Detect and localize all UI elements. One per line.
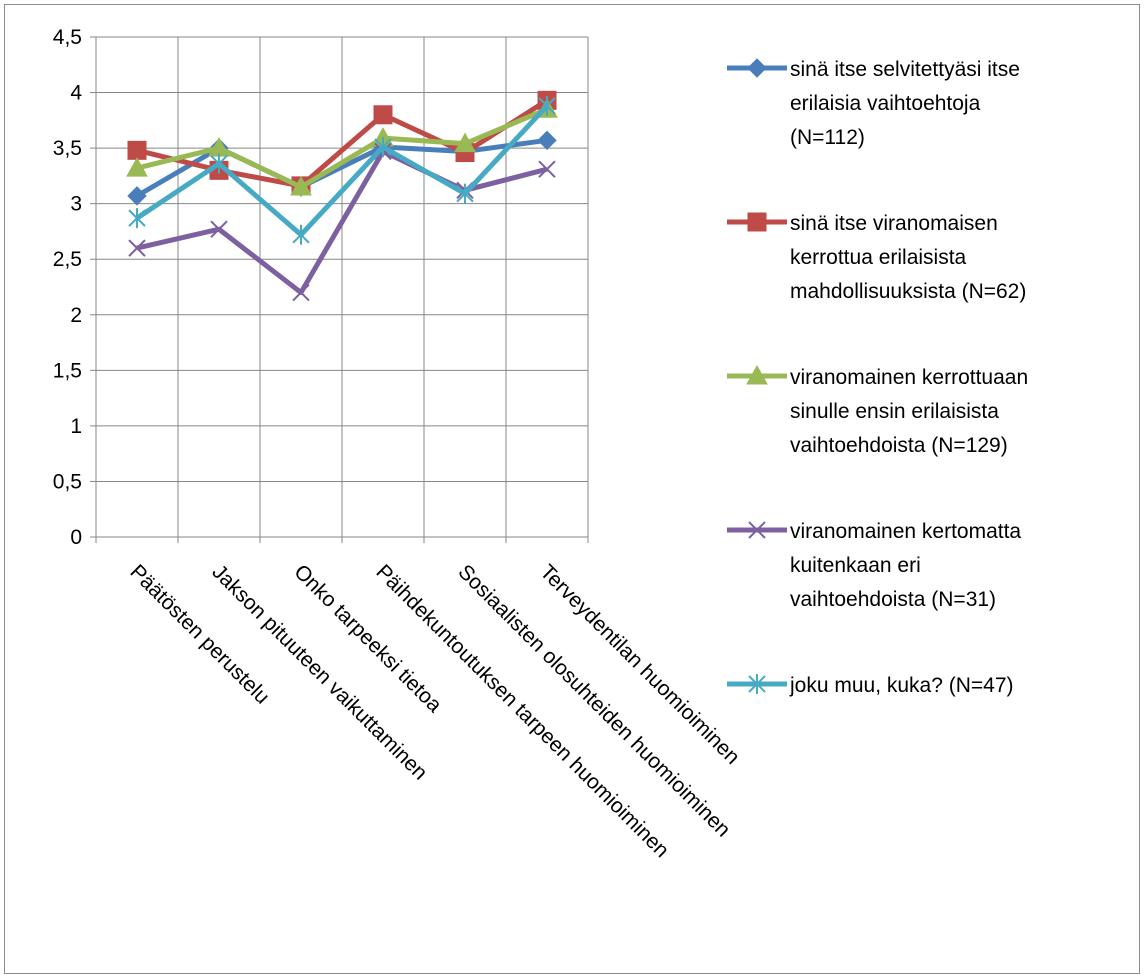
- data-point-series-1: [127, 186, 147, 206]
- y-tick-label: 1: [70, 415, 82, 438]
- y-tick-label: 3,5: [53, 137, 82, 160]
- series-line-5: [135, 104, 549, 238]
- data-point-series-5: [292, 224, 310, 245]
- y-tick-label: 4,5: [53, 26, 82, 49]
- y-tick-label: 2,5: [53, 248, 82, 271]
- legend-label-2: sinä itse viranomaisen: [790, 212, 998, 235]
- data-point-series-5: [128, 208, 146, 229]
- y-tick-label: 4: [70, 82, 82, 105]
- series-line-3: [136, 106, 548, 190]
- legend-marker-4: [748, 521, 766, 539]
- legend-marker-1: [747, 58, 767, 78]
- series-line-4: [136, 148, 548, 296]
- data-point-series-2: [373, 105, 393, 125]
- data-point-series-4: [292, 283, 310, 302]
- y-tick-label: 0: [70, 526, 82, 549]
- data-point-series-4: [538, 160, 556, 178]
- legend-marker-2: [747, 212, 767, 232]
- legend-label-2: mahdollisuuksista (N=62): [790, 280, 1026, 303]
- y-tick-label: 0,5: [53, 470, 82, 493]
- series-line-1: [135, 137, 548, 199]
- data-point-series-3: [126, 157, 148, 177]
- data-point-series-5: [456, 183, 474, 204]
- y-tick-label: 2: [70, 304, 82, 327]
- data-point-series-3: [454, 132, 476, 153]
- data-point-series-1: [537, 130, 557, 151]
- data-point-series-3: [290, 175, 312, 196]
- data-point-series-4: [210, 220, 228, 238]
- x-tick-label: Päätösten perustelu: [125, 560, 273, 708]
- legend-label-1: (N=112): [790, 126, 865, 149]
- legend-label-3: viranomainen kerrottuaan: [790, 366, 1028, 389]
- legend-label-3: sinulle ensin erilaisista: [790, 400, 999, 423]
- data-point-series-5: [374, 137, 392, 157]
- legend-label-4: kuitenkaan eri: [790, 554, 921, 577]
- legend-label-1: sinä itse selvitettyäsi itse: [790, 58, 1020, 81]
- data-point-series-2: [127, 140, 147, 160]
- legend-label-4: viranomainen kertomatta: [790, 520, 1021, 543]
- legend-label-1: erilaisia vaihtoehtoja: [790, 92, 981, 115]
- x-tick-label: Päihdekuntoutuksen tarpeen huomioiminen: [371, 560, 673, 862]
- legend-label-3: vaihtoehdoista (N=129): [790, 434, 1008, 457]
- data-point-series-5: [538, 95, 556, 116]
- data-point-series-4: [128, 239, 146, 257]
- series-line-2: [136, 98, 549, 189]
- x-tick-label: Onko tarpeeksi tietoa: [289, 560, 446, 717]
- y-tick-label: 1,5: [53, 359, 82, 382]
- legend-label-5: joku muu, kuka? (N=47): [789, 674, 1014, 697]
- legend-marker-3: [746, 364, 768, 385]
- legend-marker-5: [748, 674, 766, 694]
- legend-label-2: kerrottua erilaisista: [790, 246, 967, 269]
- y-tick-label: 3: [70, 193, 82, 216]
- legend-label-4: vaihtoehdoista (N=31): [790, 588, 996, 611]
- data-point-series-5: [210, 153, 228, 174]
